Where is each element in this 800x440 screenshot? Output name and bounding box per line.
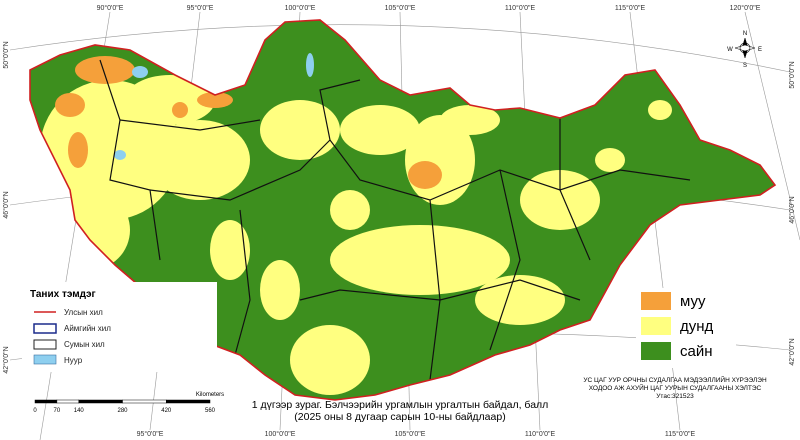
graticule-label: 90°0'0"E bbox=[97, 4, 124, 12]
legend-label: Улсын хил bbox=[64, 308, 103, 317]
caption: 1 дүгээр зураг. Бэлчээрийн ургамлын урга… bbox=[252, 399, 549, 411]
scale-segment bbox=[166, 399, 211, 404]
scale-label: 140 bbox=[74, 408, 85, 414]
source: Утас:321523 bbox=[656, 393, 694, 400]
graticule-label: 100°0'0"E bbox=[285, 4, 316, 12]
graticule-label: 50°0'0"N bbox=[2, 41, 10, 68]
class-swatch bbox=[641, 317, 671, 335]
scale-segment bbox=[34, 399, 58, 404]
graticule-label: 95°0'0"E bbox=[137, 430, 164, 438]
graticule-label: 115°0'0"E bbox=[665, 430, 696, 438]
scale-label: 420 bbox=[161, 408, 172, 414]
graticule-label: 50°0'0"N bbox=[788, 61, 796, 88]
graticule-label: 46°0'0"N bbox=[2, 191, 10, 218]
graticule-label: 42°0'0"N bbox=[788, 338, 796, 365]
graticule-label: 42°0'0"N bbox=[2, 346, 10, 373]
graticule-label: 115°0'0"E bbox=[615, 4, 646, 12]
source: УС ЦАГ УУР ОРЧНЫ СУДАЛГАА МЭДЭЭЛЛИЙН ХҮР… bbox=[583, 375, 767, 384]
graticule-label: 110°0'0"E bbox=[525, 430, 556, 438]
graticule-label: 105°0'0"E bbox=[385, 4, 416, 12]
compass-letter: N bbox=[743, 31, 747, 37]
source: ХОДОО АЖ АХУЙН ЦАГ УУРЫН СУДАЛГААНЫ ХЭЛТ… bbox=[589, 383, 762, 392]
scale-label: 560 bbox=[205, 408, 216, 414]
compass-letter: E bbox=[758, 47, 762, 53]
graticule-label: 110°0'0"E bbox=[505, 4, 536, 12]
graticule-label: 100°0'0"E bbox=[265, 430, 296, 438]
caption: (2025 оны 8 дугаар сарын 10-ны байдлаар) bbox=[294, 411, 505, 423]
graticule-label: 105°0'0"E bbox=[395, 430, 426, 438]
class-swatch bbox=[641, 342, 671, 360]
graticule-label: 46°0'0"N bbox=[788, 196, 796, 223]
compass-letter: S bbox=[743, 63, 747, 69]
compass-letter: W bbox=[727, 47, 733, 53]
legend-title: Таних тэмдэг bbox=[30, 289, 96, 300]
scale-segment bbox=[78, 399, 123, 404]
legend-label: Аймгийн хил bbox=[64, 324, 111, 333]
scale-label: 280 bbox=[117, 408, 128, 414]
scale-unit: Kilometers bbox=[196, 392, 224, 398]
scale-label: 70 bbox=[54, 408, 61, 414]
scale-label: 0 bbox=[33, 408, 37, 414]
class-label: муу bbox=[680, 293, 706, 310]
class-label: дунд bbox=[680, 318, 714, 335]
scale-segment bbox=[122, 399, 167, 404]
legend-label: Сумын хил bbox=[64, 340, 105, 349]
legend-symbols bbox=[33, 311, 57, 365]
scale-segment bbox=[56, 399, 79, 404]
class-swatch bbox=[641, 292, 671, 310]
graticule-label: 120°0'0"E bbox=[730, 4, 761, 12]
compass bbox=[734, 37, 756, 59]
graticule-label: 95°0'0"E bbox=[187, 4, 214, 12]
legend-label: Нуур bbox=[64, 356, 83, 365]
class-label: сайн bbox=[680, 343, 713, 360]
